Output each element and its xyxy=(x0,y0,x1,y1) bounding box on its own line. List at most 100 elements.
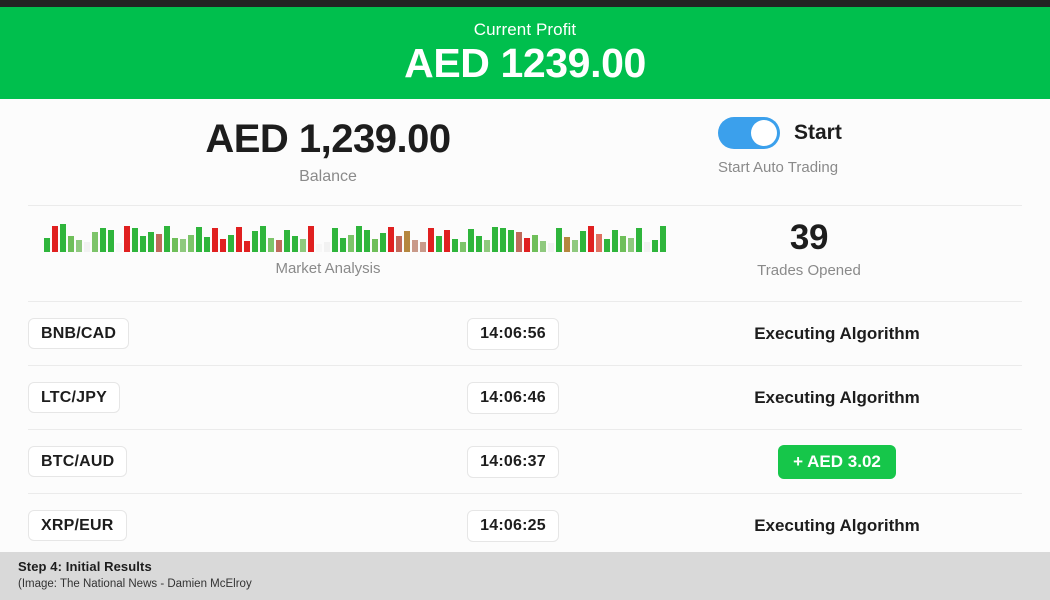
market-analysis-bar xyxy=(348,235,354,252)
trade-pair-badge[interactable]: XRP/EUR xyxy=(28,509,127,541)
market-analysis-bar xyxy=(108,230,114,252)
market-analysis-bar xyxy=(260,226,266,252)
market-analysis-bar xyxy=(468,229,474,252)
market-analysis-bar xyxy=(508,230,514,252)
trade-row[interactable]: BTC/AUD 14:06:37 + AED 3.02 xyxy=(0,430,1050,493)
market-analysis-bar xyxy=(92,232,98,252)
market-analysis-bar xyxy=(132,228,138,252)
divider-under-balance xyxy=(28,205,1022,206)
trade-status-text: Executing Algorithm xyxy=(754,323,920,343)
trade-row-divider xyxy=(28,365,1022,366)
market-analysis-bar xyxy=(396,236,402,252)
market-analysis-bar xyxy=(404,231,410,252)
trade-status-text: Executing Algorithm xyxy=(754,387,920,407)
trade-profit-badge: + AED 3.02 xyxy=(778,444,896,479)
trade-pair-badge[interactable]: BTC/AUD xyxy=(28,445,128,477)
market-analysis-caption: Market Analysis xyxy=(275,260,381,277)
trade-pair-badge[interactable]: LTC/JPY xyxy=(28,381,121,413)
market-analysis-bar xyxy=(164,226,170,252)
current-profit-header: Current Profit AED 1239.00 xyxy=(0,7,1050,99)
market-analysis-bar xyxy=(76,240,82,252)
trade-row[interactable]: LTC/JPY 14:06:46 Executing Algorithm xyxy=(0,366,1050,429)
market-analysis-bar xyxy=(300,239,306,252)
footer-image-credit: (Image: The National News - Damien McElr… xyxy=(18,578,252,590)
market-analysis-bar xyxy=(524,238,530,252)
market-analysis-bar xyxy=(332,228,338,252)
market-analysis-bar xyxy=(276,240,282,252)
market-analysis-bar xyxy=(532,235,538,252)
market-analysis-bar xyxy=(620,236,626,252)
trade-timestamp-badge: 14:06:46 xyxy=(467,381,559,414)
market-analysis-bar xyxy=(572,240,578,252)
market-analysis-bar xyxy=(172,238,178,252)
trade-row[interactable]: BNB/CAD 14:06:56 Executing Algorithm xyxy=(0,302,1050,365)
market-analysis-bar xyxy=(340,238,346,252)
trades-opened-count: 39 xyxy=(789,218,829,257)
market-analysis-bar xyxy=(212,228,218,252)
market-analysis-bar xyxy=(420,242,426,252)
trade-timestamp-badge: 14:06:37 xyxy=(467,445,559,478)
trade-time-cell: 14:06:46 xyxy=(348,381,678,414)
caption-footer: Step 4: Initial Results (Image: The Nati… xyxy=(0,552,1050,600)
auto-trading-state-label: Start xyxy=(794,121,842,144)
market-analysis-bar xyxy=(644,242,650,252)
analysis-and-trades-section: Market Analysis 39 Trades Opened xyxy=(0,206,1050,301)
market-analysis-sparkline xyxy=(28,220,666,252)
balance-caption: Balance xyxy=(299,168,357,185)
footer-step-title: Step 4: Initial Results xyxy=(18,559,152,574)
market-analysis-bar xyxy=(308,226,314,252)
trade-pair-cell: LTC/JPY xyxy=(28,381,348,413)
market-analysis-bar xyxy=(484,240,490,252)
trade-row-divider xyxy=(28,493,1022,494)
market-analysis-bar xyxy=(388,227,394,252)
market-analysis-bar xyxy=(580,231,586,252)
market-analysis-bar xyxy=(564,237,570,252)
trade-row[interactable]: XRP/EUR 14:06:25 Executing Algorithm xyxy=(0,494,1050,557)
market-analysis-bar xyxy=(268,238,274,252)
market-analysis-bar xyxy=(356,226,362,252)
market-analysis-bar xyxy=(428,228,434,252)
market-analysis-bar xyxy=(324,242,330,252)
market-analysis-bar xyxy=(540,241,546,252)
market-analysis-bar xyxy=(548,243,554,252)
market-analysis-bar xyxy=(156,234,162,252)
auto-trading-block: Start Start Auto Trading xyxy=(628,99,1022,176)
market-analysis-bar xyxy=(596,234,602,252)
market-analysis-bar xyxy=(628,238,634,252)
market-analysis-bar xyxy=(492,227,498,252)
market-analysis-bar xyxy=(228,235,234,252)
auto-trading-toggle-row[interactable]: Start xyxy=(718,117,1022,149)
dashboard-body: AED 1,239.00 Balance Start Start Auto Tr… xyxy=(0,99,1050,552)
current-profit-amount: AED 1239.00 xyxy=(404,40,646,87)
market-analysis-bar xyxy=(444,230,450,252)
current-profit-label: Current Profit xyxy=(473,20,577,40)
trade-time-cell: 14:06:25 xyxy=(348,509,678,542)
market-analysis-bar xyxy=(380,233,386,252)
trade-status-cell: Executing Algorithm xyxy=(678,516,1022,536)
market-analysis-bar xyxy=(500,228,506,252)
market-analysis-bar xyxy=(316,244,322,252)
trade-row-divider xyxy=(28,429,1022,430)
trade-pair-badge[interactable]: BNB/CAD xyxy=(28,317,130,349)
toggle-knob-icon xyxy=(751,120,777,146)
balance-amount: AED 1,239.00 xyxy=(205,117,451,161)
market-analysis-block: Market Analysis xyxy=(28,206,666,277)
market-analysis-bar xyxy=(588,226,594,252)
market-analysis-bar xyxy=(68,236,74,252)
market-analysis-bar xyxy=(44,238,50,252)
trade-time-cell: 14:06:56 xyxy=(348,317,678,350)
trade-pair-cell: XRP/EUR xyxy=(28,509,348,541)
auto-trading-toggle[interactable] xyxy=(718,117,780,149)
market-analysis-bar xyxy=(476,236,482,252)
market-analysis-bar xyxy=(60,224,66,252)
balance-and-toggle-section: AED 1,239.00 Balance Start Start Auto Tr… xyxy=(0,99,1050,205)
market-analysis-bar xyxy=(140,236,146,252)
market-analysis-bar xyxy=(84,242,90,252)
market-analysis-bar xyxy=(204,237,210,252)
market-analysis-bar xyxy=(180,239,186,252)
market-analysis-bar xyxy=(636,228,642,252)
market-analysis-bar xyxy=(436,236,442,252)
trade-time-cell: 14:06:37 xyxy=(348,445,678,478)
market-analysis-bar xyxy=(100,228,106,252)
